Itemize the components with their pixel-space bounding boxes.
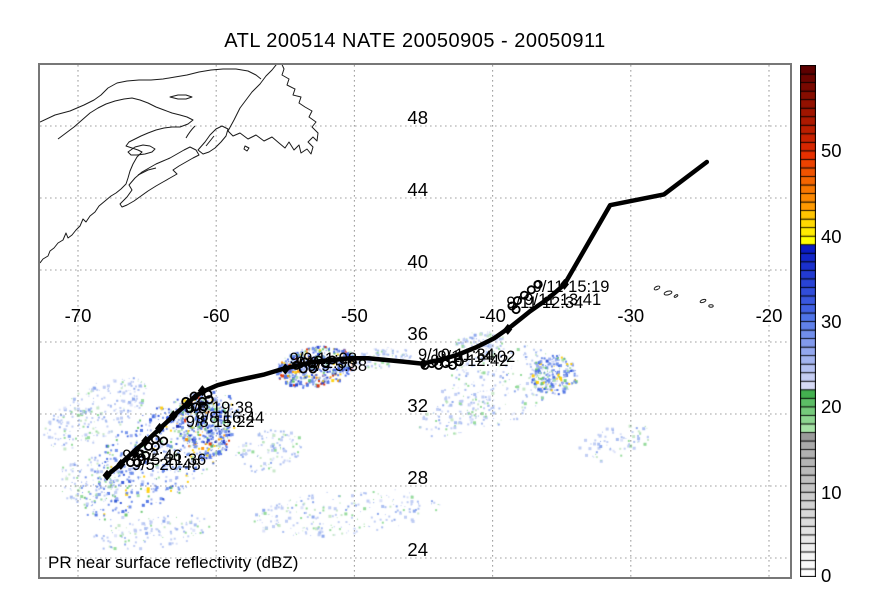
best-track-diamond [280, 363, 290, 375]
best-track-diamond [116, 458, 126, 470]
map-plot-area: PR near surface reflectivity (dBZ) -70 -6… [38, 63, 792, 579]
colorbar-tick-label: 30 [821, 311, 842, 332]
coastline-gaspe-new-brunswick-maine [40, 97, 194, 264]
overpass-time-label: 9/8 19:38 [184, 398, 254, 417]
coastline-minas-basin [137, 167, 157, 176]
overpass-time-label: 9/9 5:38 [307, 357, 368, 376]
colorbar-tick-label: 50 [821, 140, 842, 162]
overpass-circle [203, 389, 213, 399]
coastline-nova-scotia [119, 146, 200, 208]
overpass-circle [189, 391, 199, 401]
overpass-time-label: 9/9 11:08 [289, 350, 358, 368]
lat-tick-label: 48 [407, 107, 428, 128]
overpass-time-label: 9/11 15:19 [532, 278, 610, 296]
lon-tick-label: -20 [755, 305, 783, 326]
colorbar: 0 10 20 30 40 50 [800, 65, 870, 586]
overpass-circle [190, 402, 200, 412]
overpass-circle [511, 305, 521, 315]
best-track-diamond [168, 410, 178, 422]
best-track-diamond [102, 469, 112, 481]
overpass-time-label: 9/9 1:36 [296, 353, 356, 372]
overpass-circle [533, 279, 543, 289]
overpass-time-label: 9/11 12:34 [506, 294, 584, 313]
lon-tick-label: -60 [202, 305, 230, 326]
overpass-circle [327, 355, 337, 365]
best-track-diamond [503, 323, 513, 335]
lon-tick-label: -50 [341, 305, 368, 326]
best-track-diamond [141, 435, 151, 447]
overpass-circle [519, 290, 529, 300]
coastline-magdalen-islands [185, 125, 196, 139]
overpass-circle [159, 436, 169, 446]
coastline-cape-breton [197, 125, 229, 155]
lat-tick-label: 24 [407, 539, 428, 560]
best-track-diamond [155, 422, 165, 434]
lon-tick-label: -40 [479, 305, 506, 326]
reflectivity-canvas [40, 65, 790, 577]
overpass-circle [150, 434, 160, 444]
overpass-circle [512, 296, 522, 306]
lat-tick-label: 40 [407, 251, 428, 272]
overpass-circle [199, 402, 209, 412]
lat-tick-label: 36 [407, 323, 428, 344]
overpass-circle [291, 360, 301, 370]
colorbar-tick-label: 0 [821, 565, 832, 586]
azores-island [708, 304, 714, 308]
coastline-anticosti-island [169, 94, 193, 100]
overpass-circle [204, 395, 214, 405]
lon-tick-label: -70 [64, 305, 92, 326]
azores-island [663, 290, 673, 296]
colorbar-tick-label: 40 [821, 225, 842, 247]
lat-tick-label: 28 [407, 467, 428, 488]
overpass-circle [307, 359, 317, 369]
overpass-circle [313, 355, 323, 365]
coastline-newfoundland [227, 65, 319, 155]
overpass-time-label: 9/10 14:02 [437, 348, 516, 367]
overpass-circle [526, 285, 536, 295]
figure-title: ATL 200514 NATE 20050905 - 20050911 [224, 30, 606, 52]
azores-island [653, 285, 661, 291]
colorbar-variable-caption: PR near surface reflectivity (dBZ) [48, 553, 299, 572]
overpass-circle [132, 458, 142, 468]
coastline-prince-edward-island [127, 144, 156, 156]
best-track-diamond [559, 278, 569, 290]
colorbar-tick-label: 10 [821, 481, 842, 503]
overpass-circle [448, 360, 458, 370]
overpass-time-label: 9/10 12:42 [430, 351, 509, 370]
overpass-circle [150, 441, 160, 451]
colorbar-tick-label: 20 [821, 396, 842, 418]
azores-island [699, 298, 707, 304]
overpass-circle [141, 450, 151, 460]
overpass-circle [454, 357, 464, 367]
overpass-time-label: 9/5 20:48 [131, 456, 201, 475]
overpass-time-label: 9/10 11:34 [417, 346, 495, 365]
overpass-circle [181, 396, 191, 406]
lat-tick-label: 44 [407, 179, 428, 200]
overpass-time-label: 9/11 13:41 [524, 290, 602, 309]
overpass-time-label: 9/5 21:36 [137, 450, 207, 469]
coastline-quebec-north-shore [40, 68, 262, 123]
overpass-circle [308, 364, 318, 374]
coastline-st-pierre [243, 145, 250, 152]
coastline-bras-dor [205, 135, 215, 147]
azores-island [673, 294, 679, 298]
lon-tick-label: -30 [617, 305, 645, 326]
lat-tick-label: 32 [407, 395, 428, 416]
overpass-time-label: 9/8 15:22 [185, 413, 255, 431]
colorbar-scale [800, 65, 816, 577]
overpass-circle [320, 359, 330, 369]
overpass-circle [185, 404, 195, 414]
overpass-time-label: 9/6 2:46 [122, 447, 182, 466]
overpass-time-label: 9/8 16:44 [195, 409, 265, 428]
map-overlay [40, 65, 790, 577]
overpass-circle [298, 364, 308, 374]
